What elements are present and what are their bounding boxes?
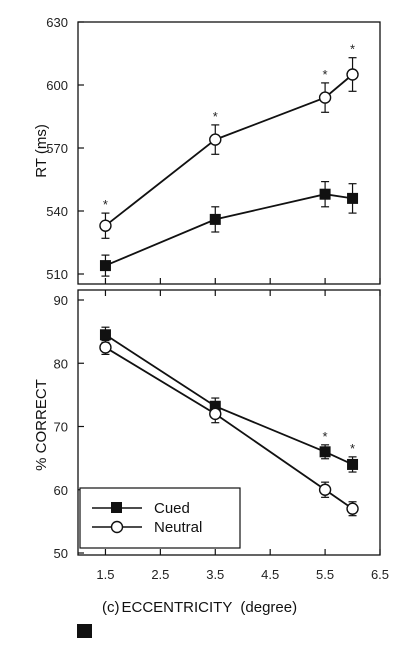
accuracy-neutral-point <box>318 483 332 496</box>
accuracy-cued-point <box>99 329 111 341</box>
rt-neutral-point <box>318 91 332 104</box>
rt-y-tick-label: 540 <box>46 204 68 219</box>
accuracy-y-ticks: 50 60 70 80 90 <box>54 293 84 561</box>
rt-y-axis-label: RT (ms) <box>33 124 50 178</box>
rt-significance-star: * <box>213 109 218 124</box>
rt-cued-point <box>347 192 359 204</box>
accuracy-cued-point <box>319 446 331 458</box>
accuracy-significance-star: * <box>323 429 328 444</box>
stray-mark <box>77 624 92 638</box>
accuracy-panel-frame <box>77 289 381 556</box>
accuracy-y-tick-label: 50 <box>54 546 68 561</box>
rt-significance-marks: * * * * <box>103 42 355 212</box>
rt-neutral-point <box>99 219 112 232</box>
accuracy-significance-star: * <box>350 441 355 456</box>
rt-neutral-point <box>346 68 359 81</box>
accuracy-neutral-point <box>346 502 359 515</box>
rt-cued-point <box>99 260 111 272</box>
x-tick-label: 1.5 <box>96 567 114 582</box>
accuracy-y-tick-label: 80 <box>54 356 68 371</box>
accuracy-cued-point <box>347 458 359 470</box>
accuracy-cued-line <box>104 334 353 466</box>
rt-y-tick-label: 600 <box>46 78 68 93</box>
accuracy-y-axis-label: % CORRECT <box>33 379 50 471</box>
accuracy-significance-marks: ** <box>323 429 356 456</box>
legend-cued-label: Cued <box>154 500 190 517</box>
accuracy-y-tick-label: 60 <box>54 483 68 498</box>
accuracy-series <box>99 326 359 517</box>
rt-panel: RT (ms) 510 540 570 600 630 * * * * <box>33 15 381 285</box>
rt-cued-point <box>209 213 221 225</box>
accuracy-neutral-line <box>104 346 354 510</box>
x-tick-label: 3.5 <box>206 567 224 582</box>
rt-significance-star: * <box>350 42 355 57</box>
legend-neutral-label: Neutral <box>154 519 202 536</box>
rt-cued-point <box>319 188 331 200</box>
x-tick-label: 2.5 <box>151 567 169 582</box>
rt-y-tick-label: 630 <box>46 15 68 30</box>
rt-series <box>99 57 359 277</box>
panel-label: (c) <box>102 599 120 616</box>
accuracy-neutral-point <box>99 341 112 354</box>
rt-y-tick-label: 510 <box>46 267 68 282</box>
legend-cued-marker <box>111 502 122 513</box>
accuracy-y-tick-label: 70 <box>54 420 68 435</box>
rt-significance-star: * <box>323 67 328 82</box>
legend-box <box>79 487 241 549</box>
rt-significance-star: * <box>103 197 108 212</box>
x-tick-label: 4.5 <box>261 567 279 582</box>
legend-neutral-marker <box>110 520 124 534</box>
x-axis-caption: (c) ECCENTRICITY (degree) <box>102 599 297 616</box>
x-axis-label: ECCENTRICITY (degree) <box>122 599 298 616</box>
x-tick-label: 6.5 <box>371 567 389 582</box>
rt-cued-line <box>105 193 353 267</box>
rt-neutral-line <box>104 73 354 227</box>
accuracy-y-tick-label: 90 <box>54 293 68 308</box>
rt-y-tick-label: 570 <box>46 141 68 156</box>
accuracy-x-ticks: 1.5 2.5 3.5 4.5 5.5 6.5 <box>96 278 389 582</box>
x-tick-label: 5.5 <box>316 567 334 582</box>
rt-panel-frame <box>77 21 381 285</box>
rt-y-ticks: 510 540 570 600 630 <box>46 15 84 282</box>
legend: Cued Neutral <box>79 487 241 549</box>
rt-neutral-point <box>209 133 222 146</box>
accuracy-neutral-point <box>209 407 222 421</box>
